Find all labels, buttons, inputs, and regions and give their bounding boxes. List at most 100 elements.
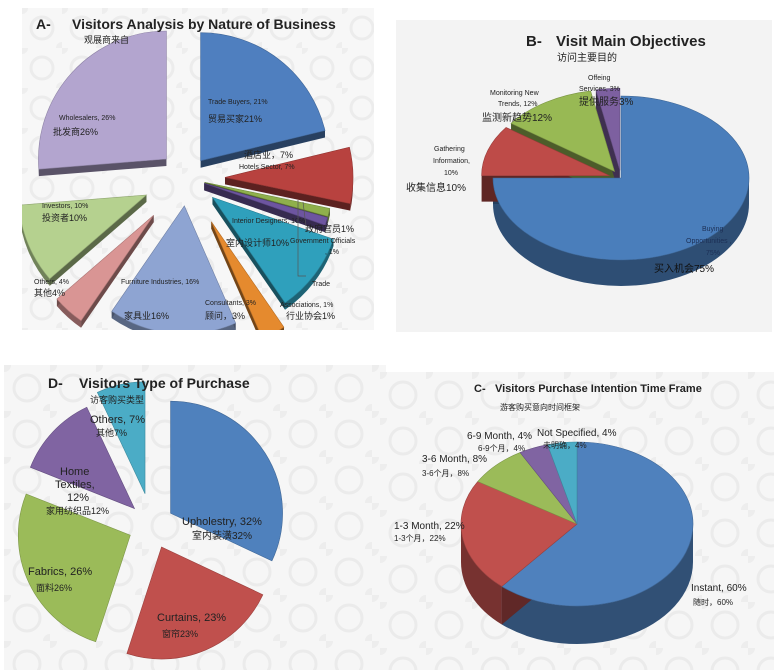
- slice-label-cn-instant: 随时，60%: [693, 597, 733, 607]
- pie-slice-monitoring-new-trends-12: [510, 90, 616, 173]
- slice-label-offering-1: Offeing: [588, 75, 611, 82]
- slice-label-gathering-2: Information,: [433, 158, 470, 165]
- pie-slice-instant-60: [501, 441, 694, 607]
- slice-label-monitoring-1: Monitoring New: [490, 90, 540, 97]
- chart-b-svg: B- Visit Main Objectives 访问主要目的 Offeing …: [396, 20, 772, 332]
- slice-label-cn-wholesalers: 批发商26%: [53, 126, 98, 137]
- slice-label-cn-upholstery: 室内装潢32%: [192, 529, 252, 542]
- slice-label-cn-hotels: 酒店业，7%: [244, 149, 293, 160]
- pie-slice-slice-2: [204, 181, 331, 217]
- slice-label-cn-home-textiles: 家用纺织品12%: [46, 505, 109, 516]
- slice-label-cn-monitoring: 监测新趋势12%: [482, 111, 552, 124]
- slice-label-cn-consultants: 顾问，3%: [205, 310, 245, 321]
- slice-label-cn-gathering: 收集信息10%: [406, 181, 466, 194]
- slice-label-gathering-3: 10%: [444, 170, 458, 177]
- slice-label-cn-buying: 买入机会75%: [654, 262, 714, 275]
- pie-side-others-4: [56, 299, 82, 328]
- slice-label-cn-3-6: 3-6个月，8%: [422, 469, 469, 478]
- slice-label-buying-1: Buying: [702, 226, 724, 233]
- slice-label-hotels: Hotels Sector, 7%: [239, 164, 295, 171]
- slice-label-cn-others: 其他4%: [34, 287, 65, 298]
- slice-label-gathering-1: Gathering: [434, 146, 465, 153]
- leader-trade-assoc: [297, 200, 306, 277]
- annotation-gov-en: Government Officials: [290, 238, 356, 245]
- chart-a-svg: A- Visitors Analysis by Nature of Busine…: [22, 8, 374, 330]
- chart-d-slices: [17, 381, 283, 660]
- slice-label-monitoring-2: Trends, 12%: [498, 101, 537, 108]
- leader-gov: [302, 201, 307, 227]
- slice-label-fabrics: Fabrics, 26%: [28, 566, 92, 578]
- slice-label-upholstery: Upholestry, 32%: [182, 516, 262, 528]
- slice-label-others: Others, 4%: [34, 279, 69, 286]
- slice-label-cn-offering: 提供服务3%: [579, 95, 634, 108]
- pie-wall-hotels-sector-7-1: [224, 177, 351, 211]
- slice-label-cn-interior: 室内设计师10%: [226, 237, 289, 248]
- slice-label-wholesalers: Wholesalers, 26%: [59, 115, 115, 122]
- chart-c-subtitle: 游客购买意向时间框架: [500, 402, 580, 412]
- slice-label-interior: Interior Designers, 10%: [232, 218, 305, 225]
- chart-panel-b: B- Visit Main Objectives 访问主要目的 Offeing …: [396, 20, 772, 332]
- chart-b-subtitle: 访问主要目的: [557, 51, 617, 64]
- slice-label-1-3: 1-3 Month, 22%: [394, 521, 465, 532]
- chart-panel-c: C- Visitors Purchase Intention Time Fram…: [380, 372, 774, 670]
- slice-label-cn-furniture: 家具业16%: [124, 310, 169, 321]
- pie-slice-curtains-23: [126, 546, 264, 660]
- slice-label-buying-2: Opportunities ,: [686, 238, 732, 245]
- pie-side-interior-designers-10: [285, 239, 334, 310]
- slice-label-investors: Investors, 10%: [42, 203, 88, 210]
- chart-c-slices: [460, 441, 694, 644]
- chart-c-prefix: C-: [474, 383, 486, 395]
- pie-slice-slice-3: [204, 183, 328, 226]
- chart-panel-a: A- Visitors Analysis by Nature of Busine…: [22, 8, 374, 330]
- pie-slice-consultants-3: [211, 221, 285, 330]
- chart-b-slices: [481, 88, 750, 286]
- pie-slice-upholestry-32: [170, 400, 283, 562]
- annotation-trade: Trade: [312, 281, 330, 288]
- chart-a-prefix: A-: [36, 16, 51, 32]
- slice-label-home-textiles-2: Textiles,: [55, 479, 95, 491]
- pie-slice-fabrics-26: [17, 493, 131, 643]
- chart-d-svg: D- Visitors Type of Purchase 访客购买类型 Othe…: [4, 365, 386, 670]
- pie-slice-wholesalers-26: [38, 30, 167, 170]
- slice-label-cn-6-9: 6-9个月，4%: [478, 444, 525, 453]
- pie-slice-not-specified-4: [547, 441, 578, 525]
- pie-slice-investors-10: [22, 194, 148, 280]
- pie-slice-others-4: [56, 215, 154, 322]
- pie-wall-investors-10-0: [49, 194, 147, 286]
- pie-slice-home-textiles-12: [29, 406, 136, 510]
- annotation-gov-pct: , 1%: [325, 249, 339, 256]
- pie-slice-buying-opportunities-75: [492, 95, 750, 261]
- pie-side-1-3-month-22: [461, 524, 502, 625]
- chart-panel-d: D- Visitors Type of Purchase 访客购买类型 Othe…: [4, 365, 386, 670]
- pie-side-hotels-sector-7: [350, 177, 353, 211]
- slice-label-cn-fabrics: 面料26%: [36, 582, 72, 593]
- slice-label-6-9: 6-9 Month, 4%: [467, 431, 532, 442]
- pie-slice-trade-buyers-21: [200, 32, 326, 162]
- pie-side-buying-opportunities-75: [493, 178, 749, 286]
- pie-wall-slice-3-1: [204, 183, 326, 233]
- slice-label-cn-curtains: 窗帘23%: [162, 628, 198, 639]
- slice-label-others-d: Others, 7%: [90, 414, 145, 426]
- pie-slice-1-3-month-22: [460, 481, 578, 587]
- slice-label-instant: Instant, 60%: [691, 583, 747, 594]
- pie-slice-furniture-industries-16: [111, 205, 237, 330]
- slice-label-cn-trade-buyers: 贸易买家21%: [208, 113, 262, 124]
- pie-slice-interior-designers-10: [211, 196, 334, 304]
- pie-slice-gathering-information-10: [481, 127, 610, 176]
- pie-wall-interior-designers-10-1: [212, 197, 286, 310]
- pie-wall-wholesalers-26-0: [38, 159, 167, 177]
- pie-slice-hotels-sector-7: [224, 146, 354, 204]
- chart-a-title: Visitors Analysis by Nature of Business: [72, 16, 336, 32]
- chart-c-svg: C- Visitors Purchase Intention Time Fram…: [380, 372, 774, 670]
- slice-label-cn-others-d: 其他7%: [96, 427, 127, 438]
- chart-b-prefix: B-: [526, 33, 542, 50]
- pie-wall-others-4-0: [81, 215, 154, 328]
- annotation-trade-cn: 行业协会1%: [286, 310, 335, 321]
- chart-a-slices: [22, 30, 354, 330]
- slice-label-cn-not-specified: 未明确，4%: [543, 440, 587, 450]
- chart-d-prefix: D-: [48, 375, 63, 391]
- chart-d-title: Visitors Type of Purchase: [79, 375, 250, 391]
- slice-label-home-textiles-3: 12%: [67, 492, 89, 504]
- chart-b-title: Visit Main Objectives: [556, 33, 706, 50]
- slice-label-not-specified: Not Specified, 4%: [537, 428, 617, 439]
